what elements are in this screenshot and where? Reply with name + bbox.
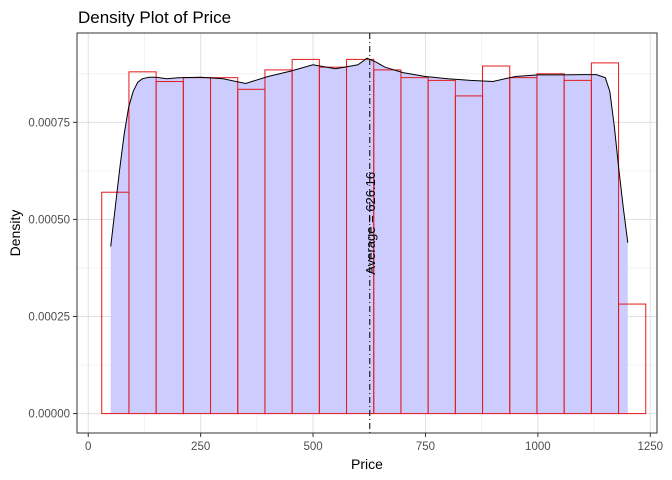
plot-panel-border [76, 32, 658, 434]
x-tick-label: 500 [303, 441, 322, 453]
x-tick-label: 250 [191, 441, 210, 453]
x-tick-label: 0 [85, 441, 91, 453]
x-tick-label: 1250 [637, 441, 663, 453]
density-line [110, 57, 629, 247]
y-tick-label: 0.00075 [28, 117, 70, 129]
y-tick-label: 0.00025 [28, 311, 70, 323]
y-tick-label: 0.00000 [28, 409, 70, 421]
histogram-bar [618, 303, 647, 415]
histogram-bar [590, 62, 620, 415]
x-axis-ticks: 0 250 500 750 1000 1250 [85, 433, 663, 453]
y-axis-ticks: 0.00000 0.00025 0.00050 0.00075 [28, 117, 77, 421]
x-tick-label: 1000 [525, 441, 551, 453]
x-tick-label: 750 [416, 441, 435, 453]
histogram-bars [101, 58, 647, 415]
x-axis-title: Price [351, 456, 383, 472]
average-label: Average = 626.16 [363, 172, 378, 275]
y-tick-label: 0.00050 [28, 214, 70, 226]
y-axis-title: Density [7, 210, 23, 257]
chart-title: Density Plot of Price [78, 8, 231, 27]
density-area [110, 58, 628, 414]
